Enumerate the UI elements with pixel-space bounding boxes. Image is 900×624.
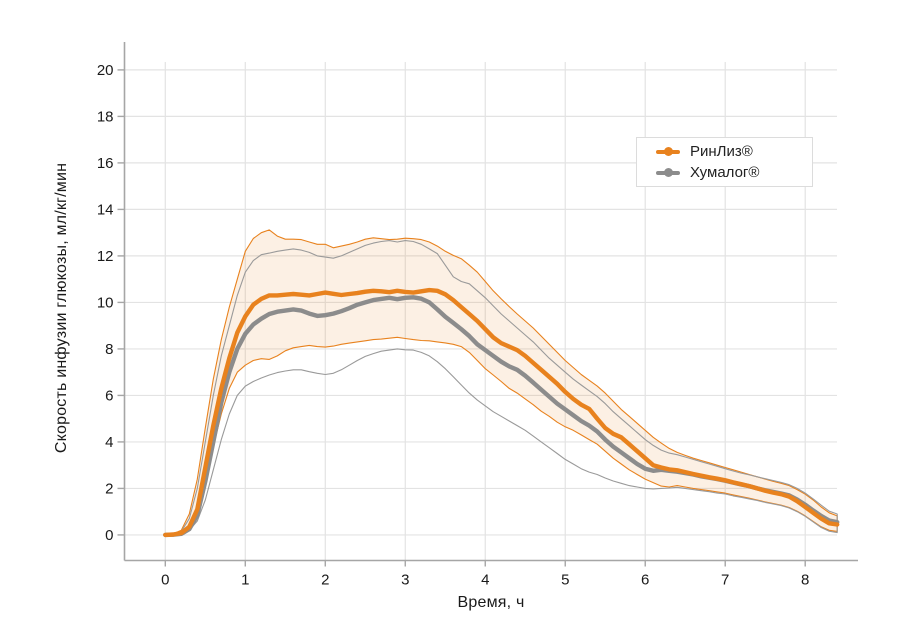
x-tick-label-1: 1 [241, 572, 249, 589]
x-tick-label-4: 4 [481, 572, 489, 589]
x-axis-title: Время, ч [457, 594, 525, 611]
y-tick-label-4: 4 [105, 434, 113, 451]
y-tick-label-16: 16 [97, 155, 114, 172]
x-tick-label-2: 2 [321, 572, 329, 589]
legend-item-rinliz: РинЛиз® [656, 143, 812, 161]
axes [123, 42, 858, 562]
y-tick-label-6: 6 [105, 388, 113, 405]
legend-label-humalog: Хумалог® [690, 163, 760, 181]
legend: РинЛиз® Хумалог® [636, 137, 813, 187]
y-tick-label-8: 8 [105, 341, 113, 358]
rinliz-line-marker-icon [656, 147, 680, 156]
x-tick-label-3: 3 [401, 572, 409, 589]
x-tick-label-7: 7 [721, 572, 729, 589]
y-tick-label-20: 20 [97, 62, 114, 79]
humalog-line-marker-icon [656, 168, 680, 177]
y-axis-ticks: 0 2 4 6 8 10 12 14 16 18 20 [97, 62, 125, 544]
legend-label-rinliz: РинЛиз® [690, 142, 753, 160]
y-tick-label-12: 12 [97, 248, 114, 265]
y-tick-label-18: 18 [97, 109, 114, 126]
x-tick-label-5: 5 [561, 572, 569, 589]
x-tick-label-8: 8 [801, 572, 809, 589]
y-tick-label-14: 14 [97, 202, 114, 219]
x-axis-ticks: 0 1 2 3 4 5 6 7 8 [161, 560, 809, 589]
y-tick-label-2: 2 [105, 481, 113, 498]
rinliz-mean-line [163, 287, 840, 538]
y-axis-title: Скорость инфузии глюкозы, мл/кг/мин [53, 162, 70, 454]
y-tick-label-0: 0 [105, 527, 113, 544]
legend-item-humalog: Хумалог® [656, 164, 812, 182]
x-tick-label-6: 6 [641, 572, 649, 589]
rinliz-confidence-band [164, 229, 838, 536]
x-tick-label-0: 0 [161, 572, 169, 589]
y-tick-label-10: 10 [97, 295, 114, 312]
